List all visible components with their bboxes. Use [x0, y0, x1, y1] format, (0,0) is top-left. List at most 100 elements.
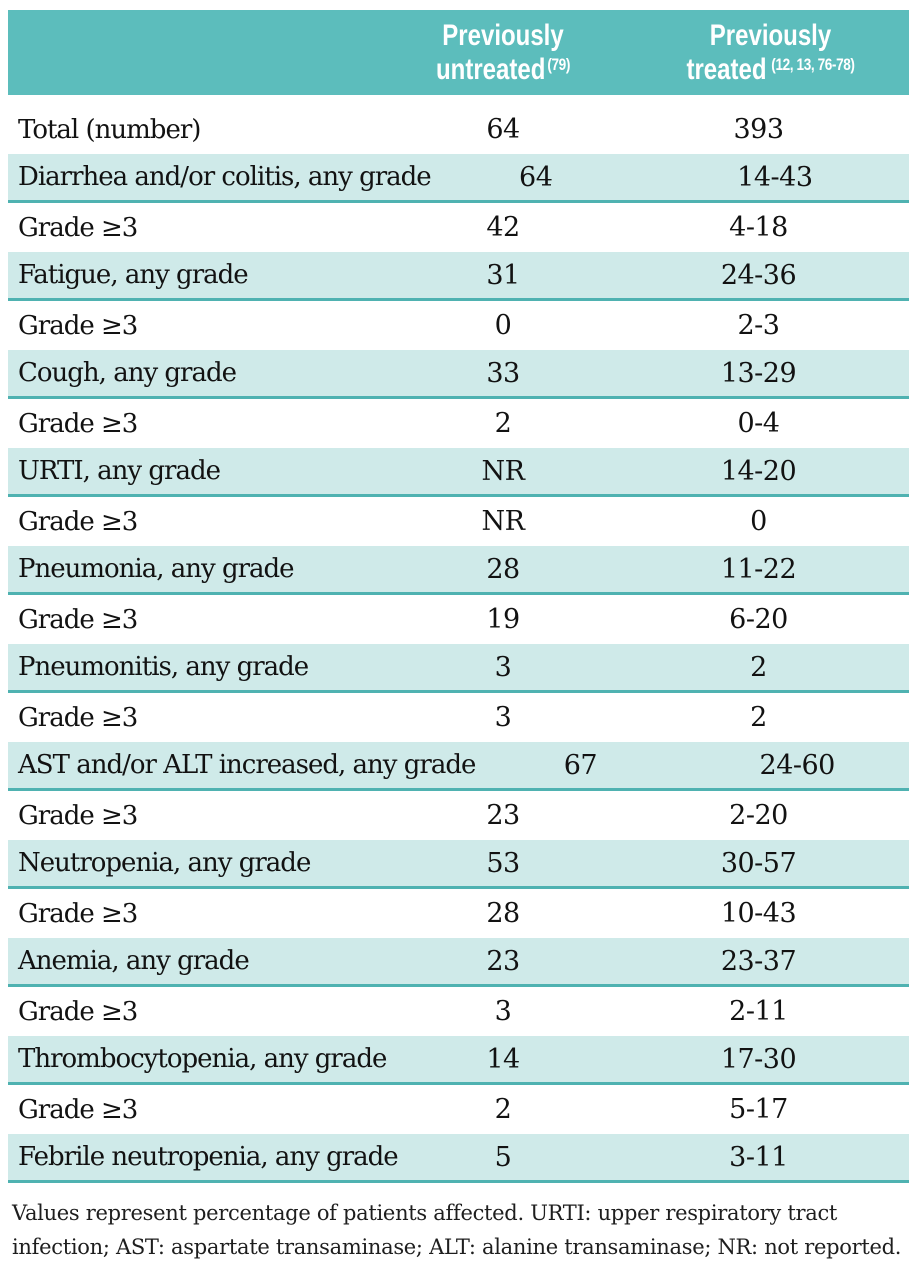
row-label: Neutropenia, any grade — [18, 848, 311, 878]
untreated-value: 42 — [486, 212, 520, 243]
untreated-value: 2 — [494, 408, 512, 439]
row-label: Total (number) — [18, 114, 201, 145]
table-row: Grade ≥3 42 4-18 — [8, 203, 909, 252]
row-label: Grade ≥3 — [18, 506, 138, 537]
untreated-value: 67 — [563, 749, 598, 781]
treated-value: 24-60 — [759, 749, 836, 781]
untreated-value: 5 — [494, 1141, 512, 1173]
table-row: Grade ≥3 23 2-20 — [8, 791, 909, 840]
untreated-value: 28 — [486, 898, 520, 929]
treated-value: 0 — [750, 506, 767, 537]
treated-value: 14-43 — [737, 161, 813, 193]
row-label: Grade ≥3 — [18, 898, 138, 929]
row-label: Grade ≥3 — [18, 310, 138, 341]
table-row: Diarrhea and/or colitis, any grade 64 14… — [8, 154, 909, 203]
table-row: Grade ≥3 NR 0 — [8, 497, 909, 546]
table-row: Cough, any grade 33 13-29 — [8, 350, 909, 399]
row-label: Grade ≥3 — [18, 800, 138, 831]
row-label: Grade ≥3 — [18, 702, 138, 733]
row-label: Febrile neutropenia, any grade — [18, 1142, 399, 1172]
untreated-value: 2 — [494, 1094, 512, 1125]
untreated-value: 33 — [486, 357, 520, 389]
treated-value: 6-20 — [729, 604, 788, 635]
untreated-value: 53 — [486, 847, 520, 879]
row-label: URTI, any grade — [18, 456, 221, 486]
treated-value: 3-11 — [729, 1141, 788, 1173]
untreated-value: 14 — [486, 1043, 520, 1075]
untreated-value: 3 — [494, 702, 512, 733]
table-header: Previously untreated (79) Previously tre… — [8, 10, 909, 95]
table-row: Grade ≥3 3 2 — [8, 693, 909, 742]
table-row: Neutropenia, any grade 53 30-57 — [8, 840, 909, 889]
treated-value: 2-11 — [729, 996, 788, 1027]
treated-value: 4-18 — [729, 212, 788, 243]
row-label: Thrombocytopenia, any grade — [18, 1044, 387, 1074]
untreated-value: NR — [481, 455, 525, 487]
table-row: Pneumonitis, any grade 3 2 — [8, 644, 909, 693]
row-label: Pneumonitis, any grade — [18, 652, 309, 682]
row-label: Grade ≥3 — [18, 1094, 138, 1125]
row-label: Pneumonia, any grade — [18, 554, 295, 584]
row-label: Grade ≥3 — [18, 604, 138, 635]
header-col2-line2: treated — [686, 52, 767, 86]
header-col1-line1: Previously — [442, 18, 564, 52]
header-col2-line1: Previously — [709, 18, 832, 52]
untreated-value: 3 — [494, 651, 512, 683]
column-header-previously-untreated: Previously untreated (79) — [419, 19, 587, 86]
table-row: Anemia, any grade 23 23-37 — [8, 938, 909, 987]
table-row: URTI, any grade NR 14-20 — [8, 448, 909, 497]
row-label: Grade ≥3 — [18, 212, 138, 243]
table-body: Total (number) 64 393 Diarrhea and/or co… — [8, 105, 909, 1183]
row-label: Fatigue, any grade — [18, 260, 249, 290]
treated-value: 393 — [733, 114, 784, 145]
untreated-value: 64 — [519, 161, 553, 193]
treated-value: 2-20 — [729, 800, 788, 831]
row-label: Diarrhea and/or colitis, any grade — [18, 162, 432, 192]
header-col1-reference: (79) — [547, 54, 570, 74]
table-row: Grade ≥3 2 0-4 — [8, 399, 909, 448]
header-col2-reference: (12, 13, 76-78) — [771, 54, 855, 74]
row-label: Grade ≥3 — [18, 996, 138, 1027]
treated-value: 5-17 — [729, 1094, 788, 1125]
table-row: Total (number) 64 393 — [8, 105, 909, 154]
treated-value: 17-30 — [720, 1043, 797, 1075]
table-row: Febrile neutropenia, any grade 5 3-11 — [8, 1134, 909, 1183]
table-row: Grade ≥3 3 2-11 — [8, 987, 909, 1036]
treated-value: 2 — [750, 702, 767, 733]
table-row: Grade ≥3 28 10-43 — [8, 889, 909, 938]
treated-value: 10-43 — [720, 898, 797, 929]
table-row: Pneumonia, any grade 28 11-22 — [8, 546, 909, 595]
treated-value: 0-4 — [737, 408, 780, 439]
treated-value: 14-20 — [720, 455, 797, 487]
treated-value: 30-57 — [720, 847, 797, 879]
treated-value: 2 — [750, 651, 767, 683]
untreated-value: 0 — [494, 310, 512, 341]
table-row: Grade ≥3 0 2-3 — [8, 301, 909, 350]
untreated-value: 19 — [486, 604, 520, 635]
untreated-value: 23 — [486, 800, 520, 831]
table-row: AST and/or ALT increased, any grade 67 2… — [8, 742, 909, 791]
untreated-value: 31 — [486, 259, 520, 291]
treated-value: 11-22 — [720, 553, 797, 585]
table-row: Grade ≥3 19 6-20 — [8, 595, 909, 644]
row-label: AST and/or ALT increased, any grade — [18, 750, 476, 780]
row-label: Cough, any grade — [18, 358, 237, 388]
untreated-value: 3 — [494, 996, 512, 1027]
untreated-value: NR — [481, 506, 525, 537]
row-label: Grade ≥3 — [18, 408, 138, 439]
row-label: Anemia, any grade — [18, 946, 250, 976]
adverse-events-table: Previously untreated (79) Previously tre… — [8, 10, 909, 1264]
untreated-value: 28 — [486, 553, 520, 585]
untreated-value: 64 — [486, 114, 520, 145]
treated-value: 23-37 — [720, 945, 797, 977]
table-footnote: Values represent percentage of patients … — [12, 1201, 902, 1259]
untreated-value: 23 — [486, 945, 520, 977]
header-col1-line2: untreated — [436, 52, 546, 86]
column-header-previously-treated: Previously treated (12, 13, 76-78) — [638, 19, 879, 86]
table-row: Fatigue, any grade 31 24-36 — [8, 252, 909, 301]
table-row: Thrombocytopenia, any grade 14 17-30 — [8, 1036, 909, 1085]
treated-value: 24-36 — [720, 259, 797, 291]
treated-value: 2-3 — [737, 310, 780, 341]
treated-value: 13-29 — [720, 357, 797, 389]
table-row: Grade ≥3 2 5-17 — [8, 1085, 909, 1134]
